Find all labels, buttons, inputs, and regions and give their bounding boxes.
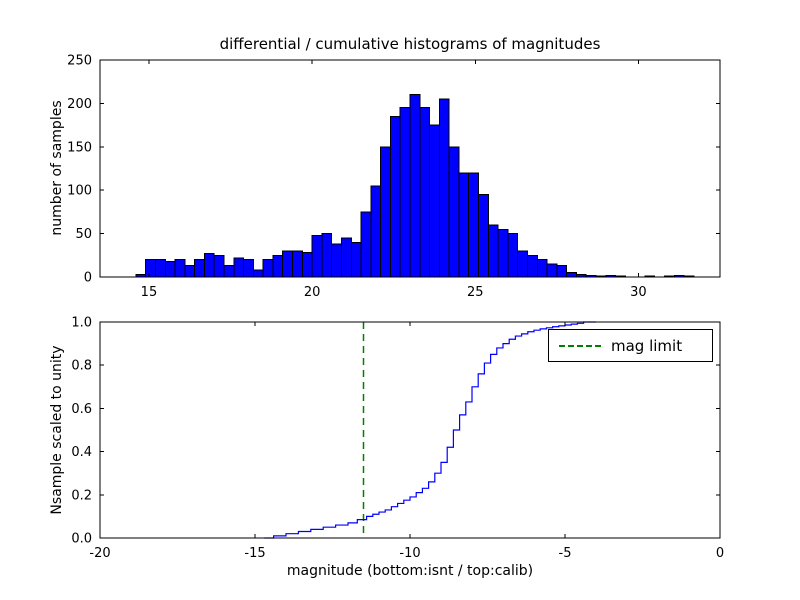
svg-text:-10: -10: [399, 546, 420, 561]
svg-text:100: 100: [67, 184, 92, 199]
svg-text:20: 20: [304, 285, 321, 300]
svg-text:0.0: 0.0: [71, 532, 92, 547]
svg-text:-15: -15: [244, 546, 265, 561]
svg-text:25: 25: [467, 285, 484, 300]
svg-text:0.6: 0.6: [71, 402, 92, 417]
svg-text:0: 0: [716, 546, 724, 561]
svg-text:-5: -5: [559, 546, 572, 561]
legend-label-mag-limit: mag limit: [611, 336, 683, 355]
svg-text:200: 200: [67, 97, 92, 112]
chart-title: differential / cumulative histograms of …: [219, 35, 601, 53]
svg-text:15: 15: [141, 285, 158, 300]
svg-text:150: 150: [67, 140, 92, 155]
svg-text:1.0: 1.0: [71, 316, 92, 331]
top-y-axis-label: number of samples: [49, 100, 65, 236]
svg-text:0: 0: [84, 271, 92, 286]
bottom-y-axis-label: Nsample scaled to unity: [49, 345, 65, 515]
svg-text:30: 30: [630, 285, 647, 300]
mag-limit-dashed-line-icon: [559, 344, 601, 347]
svg-text:50: 50: [75, 227, 92, 242]
legend: mag limit: [548, 329, 713, 362]
svg-text:-20: -20: [89, 546, 110, 561]
svg-text:0.8: 0.8: [71, 359, 92, 374]
bottom-x-axis-label: magnitude (bottom:isnt / top:calib): [286, 563, 534, 579]
svg-text:0.2: 0.2: [71, 488, 92, 503]
svg-text:0.4: 0.4: [71, 445, 92, 460]
svg-text:250: 250: [67, 54, 92, 69]
